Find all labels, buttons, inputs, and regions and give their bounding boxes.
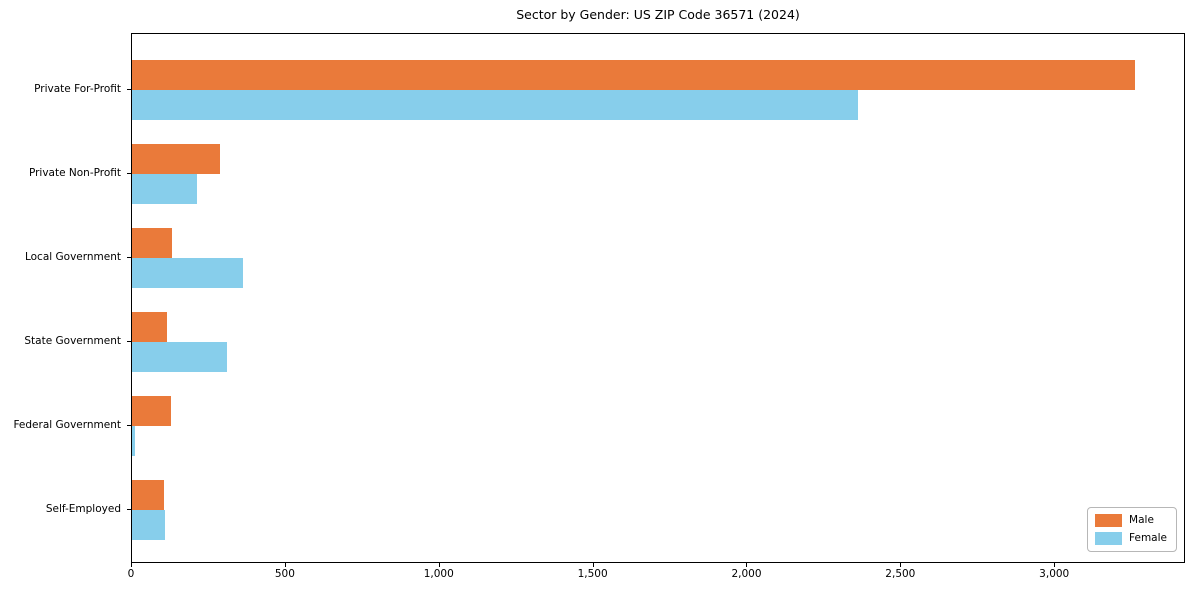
y-axis-tick — [127, 88, 131, 90]
y-axis-label: Federal Government — [13, 418, 121, 431]
x-axis-tick — [131, 563, 132, 567]
x-axis-tick-label: 0 — [127, 568, 135, 580]
bar-female-state-government — [132, 341, 228, 372]
y-axis-tick — [127, 256, 131, 258]
legend-swatch-male-icon — [1095, 514, 1123, 527]
y-axis-tick — [127, 508, 131, 510]
x-axis-tick-label: 3,000 — [1039, 568, 1070, 580]
x-axis-tick — [284, 563, 286, 567]
y-axis-label: Private For-Profit — [34, 82, 121, 95]
x-axis-tick — [592, 563, 594, 567]
x-axis-tick — [438, 563, 440, 567]
legend-label-male: Male — [1129, 514, 1154, 526]
x-axis-tick-label: 2,000 — [731, 568, 762, 580]
y-axis-label: State Government — [24, 334, 121, 347]
legend-label-female: Female — [1129, 532, 1167, 544]
legend-item-female: Female — [1095, 532, 1167, 545]
x-axis-tick-label: 1,500 — [577, 568, 608, 580]
bar-male-federal-government — [132, 395, 172, 426]
bar-female-federal-government — [132, 425, 136, 456]
y-axis-tick — [127, 172, 131, 174]
y-axis-label: Local Government — [24, 250, 121, 263]
bar-male-local-government — [132, 227, 172, 258]
bar-female-local-government — [132, 257, 243, 288]
legend-item-male: Male — [1095, 514, 1167, 527]
bar-male-private-non-profit — [132, 143, 220, 174]
y-axis-label: Self-Employed — [45, 502, 121, 515]
y-axis-tick — [127, 340, 131, 342]
bar-male-self-employed — [132, 479, 165, 510]
x-axis-tick-label: 500 — [274, 568, 295, 580]
chart-title: Sector by Gender: US ZIP Code 36571 (202… — [516, 7, 800, 22]
x-axis-tick — [900, 563, 902, 567]
x-axis-tick — [746, 563, 748, 567]
y-axis-tick — [127, 424, 131, 426]
x-axis-tick-label: 1,000 — [423, 568, 454, 580]
bar-female-private-non-profit — [132, 173, 197, 204]
bar-male-private-for-profit — [132, 59, 1136, 90]
x-axis-tick — [1054, 563, 1056, 567]
bar-male-state-government — [132, 311, 167, 342]
legend: Male Female — [1087, 507, 1177, 552]
bar-female-self-employed — [132, 509, 165, 540]
plot-area: Male Female — [131, 33, 1185, 563]
bar-female-private-for-profit — [132, 89, 859, 120]
x-axis-tick-label: 2,500 — [885, 568, 916, 580]
legend-swatch-female-icon — [1095, 532, 1123, 545]
y-axis-label: Private Non-Profit — [28, 166, 121, 179]
